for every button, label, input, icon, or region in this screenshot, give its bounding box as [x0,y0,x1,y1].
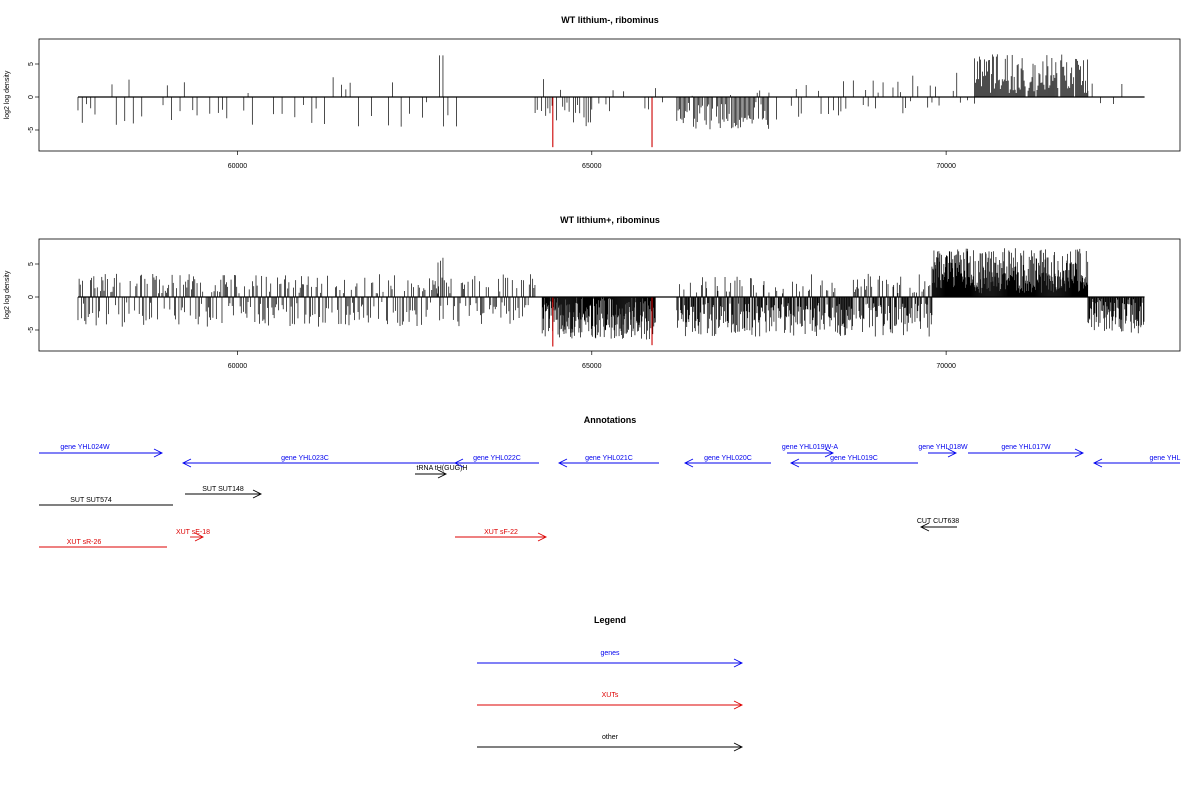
arrow-right-icon [733,700,744,710]
chart-1-title: WT lithium-, ribominus [561,15,659,25]
feature-label: tRNA tH(GUG)H [417,465,468,472]
y-tick-label: 5 [28,262,35,266]
arrow-right-icon [153,448,164,458]
annotation-feature: gene YHL020C [683,455,771,468]
annotation-feature: gene YHL019C [789,455,918,468]
annotations-title: Annotations [584,415,637,425]
chart-1-axes: -5 0 5 60000 65000 70000 [28,62,956,170]
arrow-left-icon [919,522,930,532]
arrow-right-icon [733,658,744,668]
x-tick-label: 65000 [582,363,602,370]
feature-label: gene YHL [1149,455,1180,462]
feature-label: XUT sR-26 [67,539,102,546]
feature-label: XUT sE-18 [176,529,210,536]
arrow-left-icon [557,458,568,468]
chart-2-axes: -5 0 5 60000 65000 70000 [28,262,956,370]
annotation-feature: gene YHL022C [453,455,539,468]
annotation-feature: gene YHL021C [557,455,659,468]
arrow-left-icon [683,458,694,468]
arrow-left-icon [1092,458,1103,468]
annotation-feature: tRNA tH(GUG)H [415,465,468,479]
annotations-panel: Annotations gene YHL024W gene YHL023C tRNA… [39,415,1181,548]
chart-panel-2: WT lithium+, ribominus -5 0 5 60000 65000 700… [4,215,1181,370]
feature-label: XUT sF-22 [484,529,518,536]
arrow-right-icon [947,448,958,458]
chart-1-plot-frame [38,38,1181,152]
y-tick-label: -5 [28,127,35,133]
arrow-right-icon [1074,448,1085,458]
feature-label: SUT SUT148 [202,486,244,493]
annotation-features: gene YHL024W gene YHL023C tRNA tH(GUG)H gen… [39,444,1181,548]
arrow-right-icon [252,489,263,499]
chart-2-y-axis-label: log2 log density [4,270,11,319]
x-tick-label: 60000 [228,163,248,170]
y-tick-label: 5 [28,62,35,66]
feature-label: gene YHL022C [473,455,521,462]
arrow-right-icon [824,448,835,458]
chart-1-bars [77,54,1123,148]
y-tick-label: 0 [28,295,35,299]
y-tick-label: -5 [28,327,35,333]
feature-label: gene YHL023C [281,455,329,462]
feature-label: gene YHL018W [918,444,968,451]
legend-title: Legend [594,615,626,625]
feature-label: SUT SUT574 [70,497,112,504]
legend-item: other [477,734,744,752]
legend-label: other [602,734,619,741]
legend-label: genes [600,650,620,657]
annotation-feature: gene YHL [1092,455,1181,468]
feature-label: gene YHL019C [830,455,878,462]
annotation-feature: gene YHL017W [968,444,1085,458]
x-tick-label: 70000 [936,163,956,170]
annotation-feature: SUT SUT574 [39,497,173,506]
arrow-right-icon [437,469,448,479]
arrow-right-icon [537,532,548,542]
legend-item: genes [477,650,744,668]
feature-label: gene YHL020C [704,455,752,462]
x-tick-label: 65000 [582,163,602,170]
arrow-left-icon [181,458,192,468]
feature-label: gene YHL021C [585,455,633,462]
legend-label: XUTs [602,692,619,699]
feature-label: CUT CUT638 [917,518,959,525]
legend-item: XUTs [477,692,744,710]
y-tick-label: 0 [28,95,35,99]
annotation-feature: CUT CUT638 [917,518,959,532]
annotation-feature: gene YHL018W [918,444,968,458]
annotation-feature: XUT sE-18 [176,529,210,542]
arrow-right-icon [733,742,744,752]
arrow-left-icon [789,458,800,468]
legend-items: genes XUTs other [477,650,744,752]
feature-label: gene YHL024W [60,444,110,451]
chart-panel-1: WT lithium-, ribominus -5 0 5 60000 65000 700… [4,15,1181,170]
feature-label: gene YHL019W-A [782,444,838,451]
annotation-feature: gene YHL023C [181,455,455,468]
chart-2-bars [77,248,1145,347]
feature-label: gene YHL017W [1001,444,1051,451]
x-tick-label: 60000 [228,363,248,370]
chart-1-y-axis-label: log2 log density [4,70,11,119]
annotation-feature: SUT SUT148 [185,486,263,499]
annotation-feature: gene YHL024W [39,444,164,458]
arrow-right-icon [194,532,205,542]
arrow-left-icon [453,458,464,468]
legend-panel: Legend genes XUTs other [477,615,744,752]
x-tick-label: 70000 [936,363,956,370]
chart-2-plot-frame [38,238,1181,352]
annotation-feature: XUT sR-26 [39,539,167,548]
annotation-feature: gene YHL019W-A [782,444,838,458]
annotation-feature: XUT sF-22 [455,529,548,542]
chart-2-title: WT lithium+, ribominus [560,215,660,225]
